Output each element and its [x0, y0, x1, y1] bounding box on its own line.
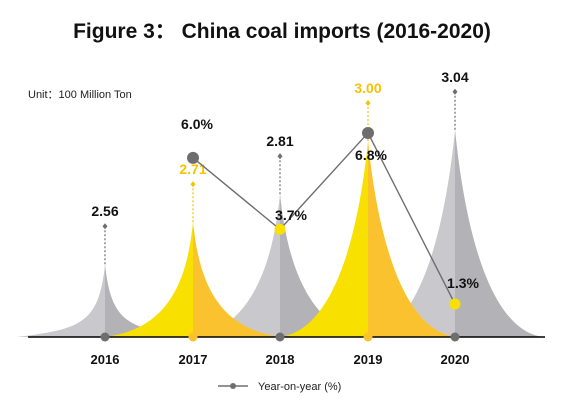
x-tick-2019: 2019	[354, 352, 383, 367]
tip-marker-2018	[277, 153, 283, 160]
value-label-2016: 2.56	[91, 203, 118, 219]
yoy-label-2018: 3.7%	[275, 207, 307, 223]
yoy-line	[192, 131, 456, 305]
bar-shade-2017	[193, 222, 281, 337]
value-label-2019: 3.00	[354, 80, 381, 96]
chart-title: Figure 3： China coal imports (2016-2020)	[73, 20, 491, 43]
bar-shade-2018	[280, 194, 368, 337]
value-label-2018: 2.81	[266, 133, 293, 149]
axis-dot-2020	[450, 332, 460, 342]
axis-dot-2018	[275, 332, 285, 342]
x-tick-2017: 2017	[179, 352, 208, 367]
yoy-label-2020: 1.3%	[447, 275, 479, 291]
bar-shade-2020	[455, 129, 543, 337]
yoy-point-2017	[187, 151, 199, 164]
yoy-point-2018	[274, 223, 286, 235]
plot-area: 2.56 2016 2.71 2017 2.81 2018 3.00 2019 3.04 2020…	[17, 69, 545, 393]
x-tick-2016: 2016	[91, 352, 120, 367]
legend-marker	[230, 383, 236, 389]
x-tick-2020: 2020	[441, 352, 470, 367]
bar-shade-2019	[368, 141, 456, 337]
value-label-2017: 2.71	[179, 161, 206, 177]
yoy-point-2020	[449, 298, 461, 310]
axis-dot-2017	[188, 332, 198, 342]
tip-marker-2020	[452, 88, 458, 95]
tip-marker-2017	[190, 181, 196, 188]
x-tick-2018: 2018	[266, 352, 295, 367]
tip-marker-2016	[102, 223, 108, 230]
yoy-label-2017: 6.0%	[181, 116, 213, 132]
yoy-point-2019	[362, 126, 374, 139]
tip-marker-2019	[365, 100, 371, 106]
bar-shade-2016	[105, 264, 193, 337]
legend-label: Year-on-year (%)	[258, 381, 341, 393]
axis-dot-2019	[363, 332, 373, 342]
unit-label: Unit：100 Million Ton	[28, 89, 132, 101]
axis-dot-2016	[100, 332, 110, 342]
yoy-label-2019: 6.8%	[355, 147, 387, 163]
value-label-2020: 3.04	[441, 69, 468, 85]
